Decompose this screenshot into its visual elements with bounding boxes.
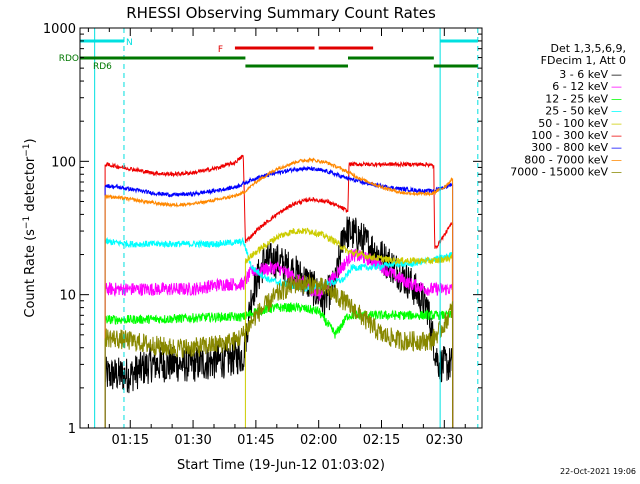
series-line-5 — [104, 154, 454, 429]
legend-header-0: Det 1,3,5,6,9, — [550, 42, 626, 55]
legend-label-5: 100 - 300 keV — [531, 129, 608, 142]
footer-date: 22-Oct-2021 19:06 — [560, 467, 636, 476]
series-group — [104, 154, 454, 429]
x-tick-label-5: 02:30 — [426, 433, 463, 448]
y-axis-label: Count Rate (s−1 detector−1) — [22, 138, 38, 317]
legend-swatch-1: — — [611, 80, 622, 93]
flag-label-rd6: RD6 — [93, 62, 112, 72]
y-tick-label-1: 10 — [59, 289, 76, 304]
x-tick-label-1: 01:30 — [174, 433, 211, 448]
chart-title: RHESSI Observing Summary Count Rates — [126, 4, 436, 22]
series-line-3 — [104, 236, 454, 429]
flag-label-n: N — [126, 38, 133, 48]
legend-label-7: 800 - 7000 keV — [524, 153, 608, 166]
legend-label-4: 50 - 100 keV — [538, 117, 608, 130]
legend-swatch-3: — — [611, 105, 622, 118]
x-axis-label: Start Time (19-Jun-12 01:03:02) — [177, 458, 385, 473]
vertical-markers — [94, 28, 479, 428]
x-tick-label-0: 01:15 — [112, 433, 149, 448]
legend-swatch-7: — — [611, 153, 622, 166]
series-line-1 — [104, 248, 454, 429]
series-line-7 — [104, 157, 454, 429]
legend-label-1: 6 - 12 keV — [552, 80, 608, 93]
flag-label-f: F — [218, 45, 223, 55]
legend-label-6: 300 - 800 keV — [531, 141, 608, 154]
legend-swatch-8: — — [611, 166, 622, 179]
legend-swatch-4: — — [611, 117, 622, 130]
series-line-2 — [104, 302, 454, 429]
legend-label-2: 12 - 25 keV — [545, 92, 608, 105]
y-tick-label-0: 1 — [68, 422, 76, 437]
x-tick-label-4: 02:15 — [363, 433, 400, 448]
x-tick-label-3: 02:00 — [300, 433, 337, 448]
series-line-8 — [104, 274, 454, 429]
legend-swatch-0: — — [611, 68, 622, 81]
plot-frame — [79, 27, 483, 429]
series-line-4 — [244, 227, 454, 429]
x-tick-label-2: 01:45 — [237, 433, 274, 448]
legend-label-8: 7000 - 15000 keV — [510, 166, 608, 179]
flag-label-rd0: RDO — [59, 54, 79, 64]
legend-swatch-2: — — [611, 92, 622, 105]
legend-label-3: 25 - 50 keV — [545, 105, 608, 118]
legend-swatch-5: — — [611, 129, 622, 142]
legend: Det 1,3,5,6,9,FDecim 1, Att 03 - 6 keV —6… — [510, 42, 626, 179]
axis-ticks: 01:15 01:30 01:45 02:00 02:15 02:30 1 10 100 1000 — [43, 22, 482, 448]
legend-header-1: FDecim 1, Att 0 — [541, 54, 626, 67]
y-tick-label-2: 100 — [51, 155, 76, 170]
y-tick-label-3: 1000 — [43, 22, 76, 37]
legend-label-0: 3 - 6 keV — [559, 68, 608, 81]
legend-swatch-6: — — [611, 141, 622, 154]
flag-bars: N F RDO RD6 — [59, 38, 478, 72]
